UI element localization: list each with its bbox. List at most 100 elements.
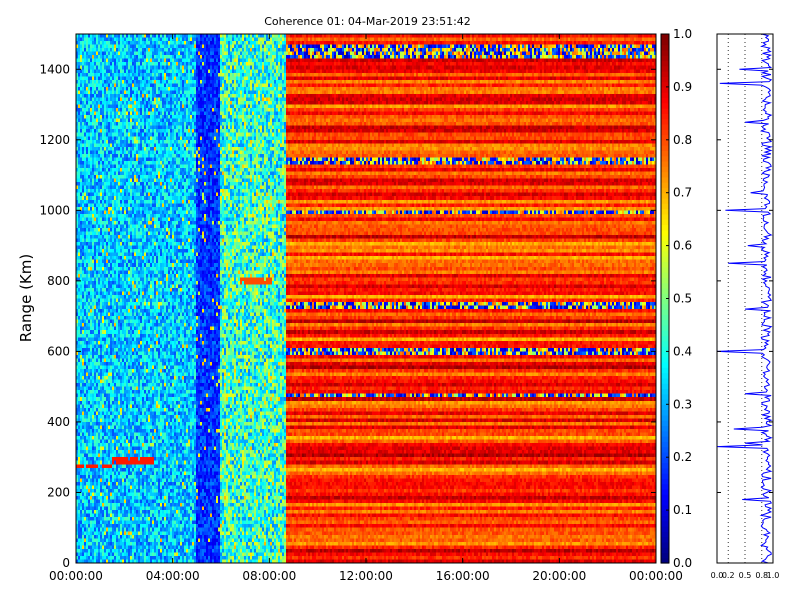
colorbar-segment <box>661 250 669 257</box>
colorbar-tick-label: 0.2 <box>673 450 692 464</box>
profile-grid <box>716 34 774 563</box>
colorbar-segment <box>661 55 669 62</box>
colorbar-segment <box>661 49 669 56</box>
colorbar-segment <box>661 340 669 347</box>
colorbar-segment <box>661 557 669 564</box>
y-tick-label: 0 <box>62 556 70 570</box>
colorbar-tick-label: 0.7 <box>673 186 692 200</box>
colorbar-segment <box>661 266 669 273</box>
colorbar-segment <box>661 399 669 405</box>
colorbar-segment <box>661 86 669 93</box>
colorbar-segment <box>661 92 669 99</box>
colorbar-segment <box>661 335 669 342</box>
colorbar-segment <box>661 462 669 469</box>
colorbar-segment <box>661 451 669 458</box>
colorbar-segment <box>661 309 669 315</box>
chart-title: Coherence 01: 04-Mar-2019 23:51:42 <box>264 15 471 28</box>
colorbar-segment <box>661 39 669 46</box>
y-tick-label: 200 <box>47 485 70 499</box>
heatmap-raster <box>76 34 656 563</box>
colorbar-segment <box>661 510 669 516</box>
colorbar <box>661 34 669 564</box>
colorbar-segment <box>661 160 669 167</box>
colorbar-segment <box>661 118 669 125</box>
colorbar-segment <box>661 388 669 395</box>
colorbar-segment <box>661 446 669 453</box>
colorbar-segment <box>661 547 669 554</box>
colorbar-segment <box>661 108 669 114</box>
colorbar-segment <box>661 504 669 511</box>
colorbar-segment <box>661 229 669 236</box>
y-tick-label: 1400 <box>39 62 70 76</box>
colorbar-segment <box>661 324 669 331</box>
colorbar-segment <box>661 441 669 448</box>
colorbar-segment <box>661 166 669 173</box>
colorbar-segment <box>661 65 669 72</box>
colorbar-segment <box>661 155 669 162</box>
colorbar-segment <box>661 134 669 141</box>
colorbar-segment <box>661 34 669 40</box>
colorbar-segment <box>661 272 669 278</box>
y-tick-label: 1000 <box>39 203 70 217</box>
y-tick-label: 600 <box>47 344 70 358</box>
colorbar-segment <box>661 319 669 326</box>
colorbar-segment <box>661 208 669 215</box>
colorbar-segment <box>661 425 669 432</box>
colorbar-segment <box>661 150 669 157</box>
x-tick-label: 00:00:00 <box>629 569 683 583</box>
colorbar-segment <box>661 346 669 352</box>
colorbar-segment <box>661 409 669 416</box>
colorbar-segment <box>661 277 669 284</box>
colorbar-segment <box>661 541 669 548</box>
profile-series-line <box>716 33 773 564</box>
colorbar-segment <box>661 525 669 532</box>
profile-x-tick-label: 0.0 <box>711 571 724 580</box>
colorbar-segment <box>661 113 669 120</box>
colorbar-segment <box>661 76 669 83</box>
colorbar-segment <box>661 298 669 305</box>
profile-x-tick-label: 0.5 <box>739 571 752 580</box>
y-tick-label: 800 <box>47 274 70 288</box>
colorbar-tick-label: 0.5 <box>673 292 692 306</box>
colorbar-segment <box>661 356 669 363</box>
colorbar-segment <box>661 60 669 67</box>
colorbar-segment <box>661 44 669 51</box>
colorbar-segment <box>661 457 669 464</box>
x-tick-label: 04:00:00 <box>146 569 200 583</box>
colorbar-segment <box>661 420 669 427</box>
colorbar-segment <box>661 97 669 104</box>
colorbar-segment <box>661 367 669 374</box>
colorbar-tick-label: 0.0 <box>673 556 692 570</box>
colorbar-segment <box>661 282 669 289</box>
colorbar-segment <box>661 361 669 368</box>
colorbar-segment <box>661 552 669 559</box>
colorbar-segment <box>661 488 669 495</box>
colorbar-segment <box>661 414 669 421</box>
colorbar-tick-label: 0.1 <box>673 503 692 517</box>
colorbar-segment <box>661 203 669 210</box>
colorbar-segment <box>661 351 669 358</box>
colorbar-segment <box>661 139 669 146</box>
profile-axis: 0.00.2 0.5 0.81.0 <box>711 68 780 580</box>
colorbar-segment <box>661 240 669 247</box>
colorbar-segment <box>661 176 669 183</box>
colorbar-segment <box>661 71 669 77</box>
colorbar-segment <box>661 224 669 231</box>
x-tick-label: 12:00:00 <box>339 569 393 583</box>
colorbar-segment <box>661 430 669 437</box>
colorbar-segment <box>661 520 669 527</box>
profile-frame <box>716 33 774 564</box>
profile-x-tick-label: 1.0 <box>767 571 780 580</box>
colorbar-segment <box>661 478 669 485</box>
colorbar-segment <box>661 261 669 268</box>
colorbar-segment <box>661 330 669 337</box>
colorbar-segment <box>661 372 669 379</box>
colorbar-segment <box>661 499 669 506</box>
colorbar-tick-label: 0.9 <box>673 80 692 94</box>
colorbar-segment <box>661 515 669 522</box>
colorbar-segment <box>661 123 669 130</box>
colorbar-segment <box>661 192 669 199</box>
colorbar-segment <box>661 536 669 543</box>
colorbar-segment <box>661 483 669 490</box>
